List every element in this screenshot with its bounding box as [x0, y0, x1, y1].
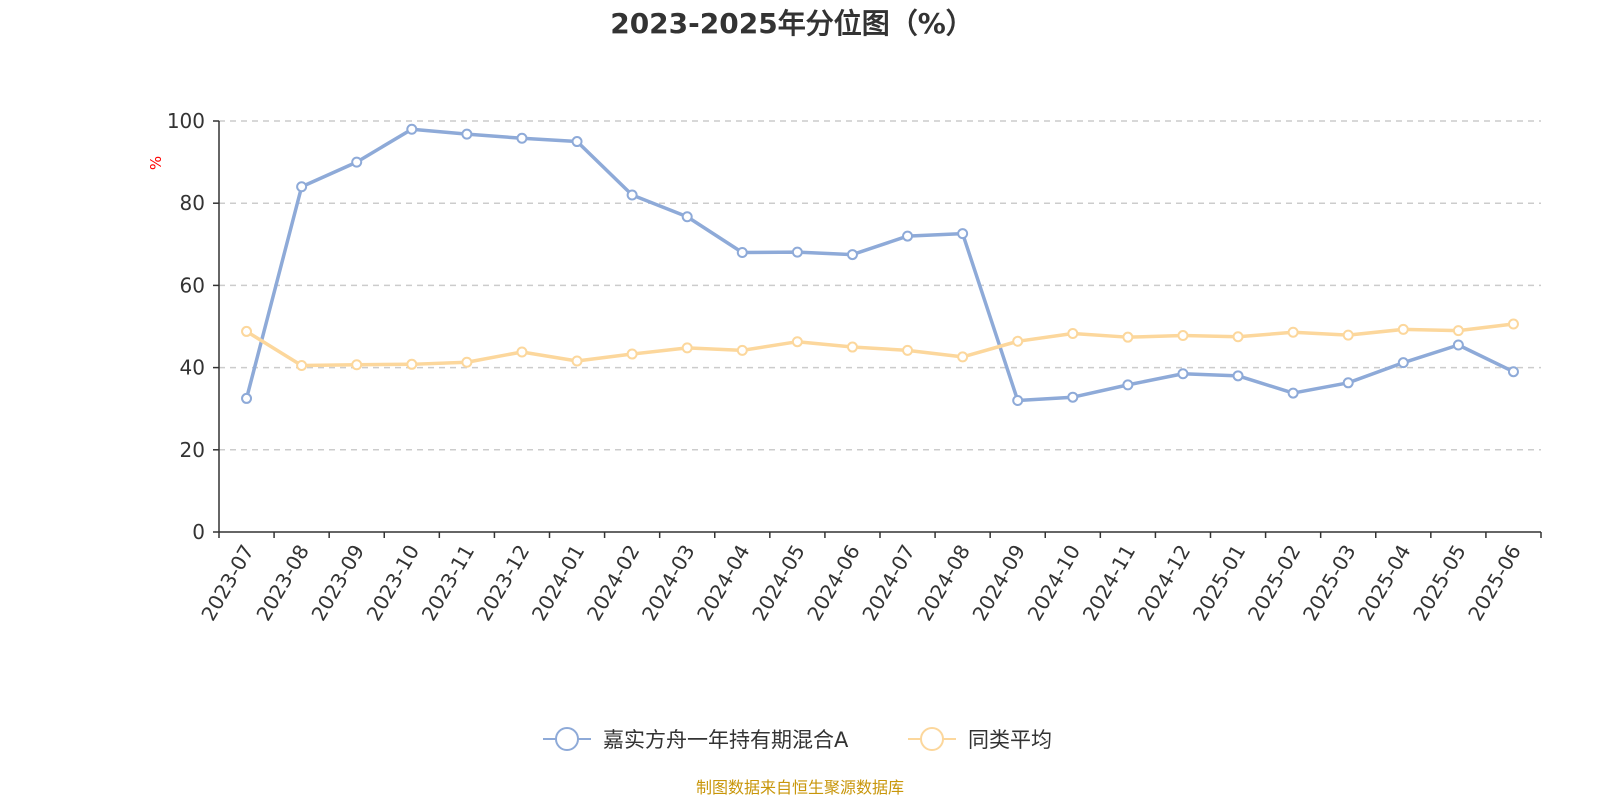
- x-tick-label: 2025-04: [1353, 541, 1416, 625]
- y-tick-label: 40: [180, 356, 205, 380]
- y-tick-label: 20: [180, 438, 205, 462]
- x-tick-label: 2024-11: [1078, 541, 1141, 625]
- data-point[interactable]: [1122, 379, 1134, 391]
- data-point[interactable]: [626, 189, 638, 201]
- data-point[interactable]: [1342, 329, 1354, 341]
- x-tick-label: 2025-05: [1408, 541, 1471, 625]
- y-tick-label: 0: [192, 520, 205, 544]
- data-point[interactable]: [1507, 366, 1519, 378]
- data-point[interactable]: [1507, 318, 1519, 330]
- data-point[interactable]: [1067, 391, 1079, 403]
- y-tick-label: 80: [180, 191, 205, 215]
- data-point[interactable]: [736, 344, 748, 356]
- data-point[interactable]: [681, 342, 693, 354]
- data-point[interactable]: [736, 247, 748, 259]
- series-1: [241, 318, 1519, 372]
- data-point[interactable]: [1452, 325, 1464, 337]
- x-tick-label: 2024-04: [692, 541, 755, 625]
- x-tick-label: 2024-01: [527, 541, 590, 625]
- data-point[interactable]: [791, 246, 803, 258]
- x-tick-label: 2025-03: [1298, 541, 1361, 625]
- data-point[interactable]: [626, 348, 638, 360]
- x-tick-label: 2025-01: [1188, 541, 1251, 625]
- x-tick-label: 2025-02: [1243, 541, 1306, 625]
- data-point[interactable]: [1012, 335, 1024, 347]
- data-point[interactable]: [1397, 357, 1409, 369]
- data-point[interactable]: [1067, 327, 1079, 339]
- x-tick-label: 2024-07: [857, 541, 920, 625]
- x-tick-label: 2023-08: [251, 541, 314, 625]
- data-point[interactable]: [846, 249, 858, 261]
- x-tick-label: 2024-06: [802, 541, 865, 625]
- x-tick-label: 2024-03: [637, 541, 700, 625]
- x-tick-label: 2024-10: [1023, 541, 1086, 625]
- legend[interactable]: 嘉实方舟一年持有期混合A 同类平均: [543, 727, 1052, 752]
- data-point[interactable]: [406, 358, 418, 370]
- x-tick-label: 2024-12: [1133, 541, 1196, 625]
- y-tick-label: 100: [167, 109, 205, 133]
- x-tick-label: 2023-12: [472, 541, 535, 625]
- data-point[interactable]: [1287, 326, 1299, 338]
- x-tick-label: 2024-09: [967, 541, 1030, 625]
- data-point[interactable]: [957, 228, 969, 240]
- series-layer: [241, 123, 1519, 406]
- data-point[interactable]: [296, 360, 308, 372]
- data-point[interactable]: [461, 356, 473, 368]
- data-point[interactable]: [241, 325, 253, 337]
- gridlines: [219, 120, 1541, 451]
- data-point[interactable]: [351, 156, 363, 168]
- data-point[interactable]: [902, 344, 914, 356]
- x-tick-label: 2023-07: [196, 541, 259, 625]
- y-axis-unit-label: %: [147, 156, 165, 170]
- legend-circle-icon: [555, 727, 579, 751]
- data-point[interactable]: [571, 355, 583, 367]
- x-tick-label: 2024-02: [582, 541, 645, 625]
- data-point[interactable]: [1397, 323, 1409, 335]
- legend-circle-icon: [920, 727, 944, 751]
- legend-item-0[interactable]: 嘉实方舟一年持有期混合A: [543, 727, 849, 752]
- data-source-note: 制图数据来自恒生聚源数据库: [696, 778, 904, 797]
- data-point[interactable]: [1232, 370, 1244, 382]
- x-tick-label: 2023-11: [417, 541, 480, 625]
- x-tick-label: 2024-08: [912, 541, 975, 625]
- data-point[interactable]: [1012, 394, 1024, 406]
- data-point[interactable]: [1177, 330, 1189, 342]
- data-point[interactable]: [461, 128, 473, 140]
- data-point[interactable]: [516, 132, 528, 144]
- data-point[interactable]: [1122, 331, 1134, 343]
- data-point[interactable]: [296, 181, 308, 193]
- data-point[interactable]: [1232, 331, 1244, 343]
- legend-item-1[interactable]: 同类平均: [908, 727, 1052, 752]
- data-point[interactable]: [1342, 377, 1354, 389]
- data-point[interactable]: [791, 336, 803, 348]
- data-point[interactable]: [571, 136, 583, 148]
- data-point[interactable]: [1452, 339, 1464, 351]
- legend-label: 同类平均: [968, 728, 1052, 752]
- series-line: [244, 322, 1516, 368]
- x-tick-label: 2023-09: [306, 541, 369, 625]
- data-point[interactable]: [681, 211, 693, 223]
- data-point[interactable]: [406, 123, 418, 135]
- data-point[interactable]: [1287, 387, 1299, 399]
- data-point[interactable]: [846, 341, 858, 353]
- data-point[interactable]: [241, 392, 253, 404]
- x-tick-label: 2024-05: [747, 541, 810, 625]
- data-point[interactable]: [351, 359, 363, 371]
- legend-label: 嘉实方舟一年持有期混合A: [603, 728, 849, 752]
- series-0: [241, 123, 1519, 406]
- data-point[interactable]: [957, 351, 969, 363]
- data-point[interactable]: [516, 346, 528, 358]
- series-line: [244, 127, 1516, 403]
- data-point[interactable]: [902, 230, 914, 242]
- chart-title: 2023-2025年分位图（%）: [610, 7, 974, 40]
- y-tick-label: 60: [180, 273, 205, 297]
- x-tick-label: 2025-06: [1463, 541, 1526, 625]
- x-tick-label: 2023-10: [362, 541, 425, 625]
- data-point[interactable]: [1177, 368, 1189, 380]
